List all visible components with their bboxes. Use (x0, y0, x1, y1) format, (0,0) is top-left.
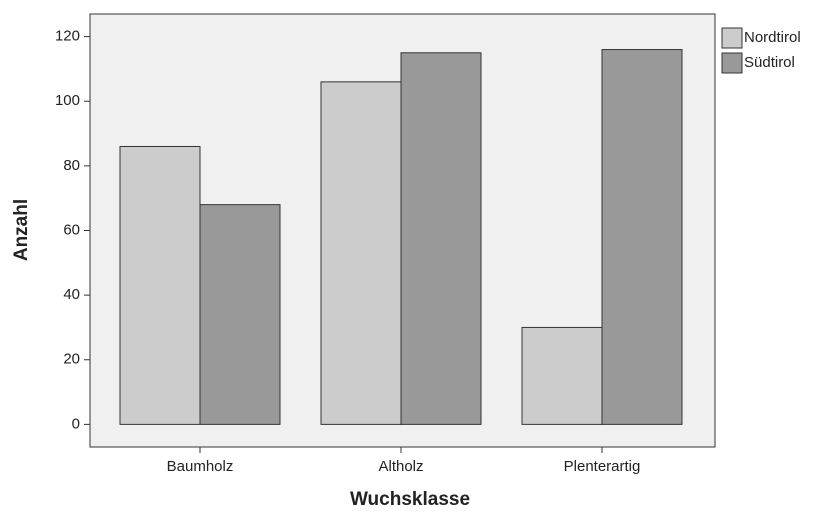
x-axis-title: Wuchsklasse (350, 489, 470, 510)
legend-label: Nordtirol (744, 29, 801, 46)
bar (521, 326, 603, 425)
y-tick-label: 40 (63, 286, 80, 303)
bar (400, 52, 482, 425)
legend-label: Südtirol (744, 54, 795, 71)
bar (320, 81, 402, 425)
bar (199, 204, 281, 425)
legend-swatch (721, 52, 743, 74)
bar (119, 145, 201, 425)
x-tick-label: Baumholz (167, 458, 234, 475)
y-tick-label: 0 (72, 415, 80, 432)
x-tick-label: Altholz (378, 458, 423, 475)
y-axis-title: Anzahl (11, 199, 32, 261)
y-tick-label: 120 (55, 28, 80, 45)
legend-swatch (721, 27, 743, 49)
x-tick-label: Plenterartig (564, 458, 641, 475)
y-tick-label: 60 (63, 221, 80, 238)
y-tick-label: 100 (55, 92, 80, 109)
bar (601, 49, 683, 425)
y-tick-label: 20 (63, 351, 80, 368)
y-tick-label: 80 (63, 157, 80, 174)
